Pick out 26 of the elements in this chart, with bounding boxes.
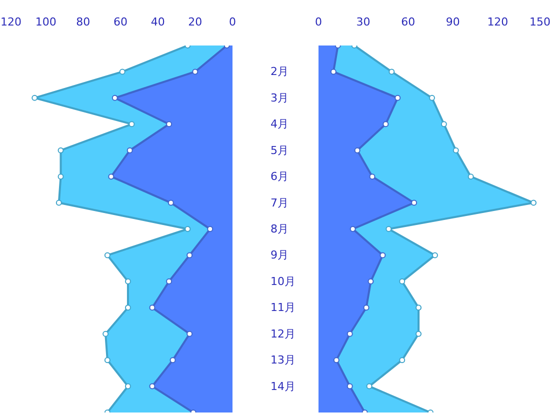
y-tick-label: 2月 (270, 65, 288, 78)
x-tick-label: 120 (0, 16, 22, 28)
x-tick-label: 0 (315, 16, 322, 28)
y-tick-label: 10月 (270, 274, 296, 288)
x-tick-label: 150 (530, 16, 550, 28)
y-tick-label: 13月 (270, 354, 296, 367)
y-tick-label: 8月 (270, 222, 288, 236)
x-tick-label: 0 (229, 16, 236, 28)
x-tick-label: 60 (401, 16, 416, 28)
y-tick-label: 3月 (270, 91, 288, 104)
y-tick-label: 11月 (270, 301, 296, 314)
y-tick-label: 9月 (270, 248, 288, 262)
y-tick-label: 5月 (270, 144, 288, 157)
x-tick-label: 120 (487, 16, 508, 28)
x-tick-label: 80 (76, 16, 90, 28)
x-tick-label: 60 (114, 16, 128, 28)
y-tick-label: 4月 (270, 118, 288, 131)
x-tick-label: 90 (446, 16, 460, 28)
y-tick-label: 12月 (270, 327, 296, 340)
x-tick-label: 40 (150, 16, 165, 28)
x-tick-label: 100 (35, 16, 56, 28)
x-tick-label: 30 (356, 16, 370, 28)
x-tick-label: 20 (188, 16, 202, 28)
y-tick-label: 6月 (270, 170, 288, 184)
y-tick-label: 14月 (270, 380, 296, 393)
y-tick-label: 7月 (270, 196, 288, 210)
